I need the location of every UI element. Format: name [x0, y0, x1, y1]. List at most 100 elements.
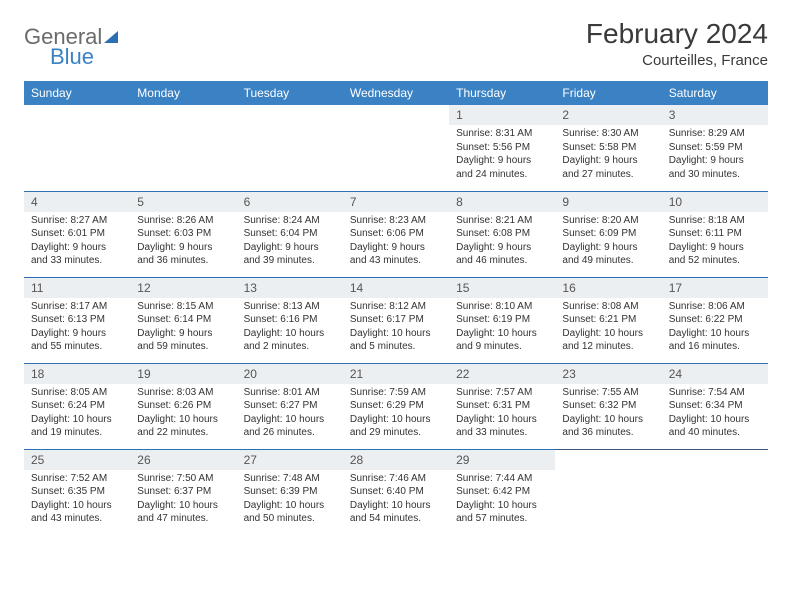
calendar-cell-inner: 26Sunrise: 7:50 AMSunset: 6:37 PMDayligh…	[130, 450, 236, 536]
day-number: 12	[130, 278, 236, 298]
day-details: Sunrise: 8:17 AMSunset: 6:13 PMDaylight:…	[24, 298, 130, 358]
daylight-text: Daylight: 10 hours and 43 minutes.	[31, 499, 123, 526]
day-number: 18	[24, 364, 130, 384]
day-number: 13	[237, 278, 343, 298]
day-details: Sunrise: 7:44 AMSunset: 6:42 PMDaylight:…	[449, 470, 555, 530]
day-number: 28	[343, 450, 449, 470]
calendar-cell-inner: 13Sunrise: 8:13 AMSunset: 6:16 PMDayligh…	[237, 278, 343, 363]
day-number: 29	[449, 450, 555, 470]
sunset-text: Sunset: 6:04 PM	[244, 227, 336, 241]
daylight-text: Daylight: 9 hours and 49 minutes.	[562, 241, 654, 268]
sunrise-text: Sunrise: 7:48 AM	[244, 472, 336, 486]
daylight-text: Daylight: 10 hours and 22 minutes.	[137, 413, 229, 440]
sunrise-text: Sunrise: 7:59 AM	[350, 386, 442, 400]
calendar-cell-inner: 5Sunrise: 8:26 AMSunset: 6:03 PMDaylight…	[130, 192, 236, 277]
calendar-cell: 6Sunrise: 8:24 AMSunset: 6:04 PMDaylight…	[237, 191, 343, 277]
day-details: Sunrise: 8:05 AMSunset: 6:24 PMDaylight:…	[24, 384, 130, 444]
calendar-cell: 2Sunrise: 8:30 AMSunset: 5:58 PMDaylight…	[555, 105, 661, 191]
calendar-week-row: 25Sunrise: 7:52 AMSunset: 6:35 PMDayligh…	[24, 449, 768, 535]
calendar-cell: 25Sunrise: 7:52 AMSunset: 6:35 PMDayligh…	[24, 449, 130, 535]
daylight-text: Daylight: 9 hours and 39 minutes.	[244, 241, 336, 268]
calendar-cell	[237, 105, 343, 191]
calendar-cell-inner: 18Sunrise: 8:05 AMSunset: 6:24 PMDayligh…	[24, 364, 130, 449]
calendar-cell: 28Sunrise: 7:46 AMSunset: 6:40 PMDayligh…	[343, 449, 449, 535]
day-details: Sunrise: 7:46 AMSunset: 6:40 PMDaylight:…	[343, 470, 449, 530]
calendar-cell	[555, 449, 661, 535]
calendar-page: General February 2024 Courteilles, Franc…	[0, 0, 792, 559]
sunrise-text: Sunrise: 8:01 AM	[244, 386, 336, 400]
calendar-cell: 1Sunrise: 8:31 AMSunset: 5:56 PMDaylight…	[449, 105, 555, 191]
calendar-cell-inner: 1Sunrise: 8:31 AMSunset: 5:56 PMDaylight…	[449, 105, 555, 191]
day-number: 25	[24, 450, 130, 470]
calendar-cell: 9Sunrise: 8:20 AMSunset: 6:09 PMDaylight…	[555, 191, 661, 277]
day-details: Sunrise: 7:50 AMSunset: 6:37 PMDaylight:…	[130, 470, 236, 530]
day-number: 26	[130, 450, 236, 470]
sunset-text: Sunset: 6:09 PM	[562, 227, 654, 241]
daylight-text: Daylight: 10 hours and 33 minutes.	[456, 413, 548, 440]
sunset-text: Sunset: 6:31 PM	[456, 399, 548, 413]
sunset-text: Sunset: 6:01 PM	[31, 227, 123, 241]
day-number: 4	[24, 192, 130, 212]
sunrise-text: Sunrise: 8:31 AM	[456, 127, 548, 141]
calendar-cell: 10Sunrise: 8:18 AMSunset: 6:11 PMDayligh…	[662, 191, 768, 277]
day-number: 11	[24, 278, 130, 298]
sunset-text: Sunset: 5:56 PM	[456, 141, 548, 155]
calendar-cell	[662, 449, 768, 535]
day-details: Sunrise: 8:15 AMSunset: 6:14 PMDaylight:…	[130, 298, 236, 358]
day-details: Sunrise: 7:52 AMSunset: 6:35 PMDaylight:…	[24, 470, 130, 530]
sunrise-text: Sunrise: 8:05 AM	[31, 386, 123, 400]
calendar-cell: 21Sunrise: 7:59 AMSunset: 6:29 PMDayligh…	[343, 363, 449, 449]
day-details: Sunrise: 8:18 AMSunset: 6:11 PMDaylight:…	[662, 212, 768, 272]
sunrise-text: Sunrise: 8:29 AM	[669, 127, 761, 141]
page-header: General February 2024 Courteilles, Franc…	[24, 18, 768, 69]
sunrise-text: Sunrise: 8:12 AM	[350, 300, 442, 314]
calendar-table: SundayMondayTuesdayWednesdayThursdayFrid…	[24, 81, 768, 535]
day-number: 2	[555, 105, 661, 125]
calendar-cell-inner: 2Sunrise: 8:30 AMSunset: 5:58 PMDaylight…	[555, 105, 661, 191]
sunset-text: Sunset: 6:14 PM	[137, 313, 229, 327]
day-number: 17	[662, 278, 768, 298]
day-number: 16	[555, 278, 661, 298]
daylight-text: Daylight: 9 hours and 30 minutes.	[669, 154, 761, 181]
sunset-text: Sunset: 6:16 PM	[244, 313, 336, 327]
calendar-cell-inner: 11Sunrise: 8:17 AMSunset: 6:13 PMDayligh…	[24, 278, 130, 363]
sunset-text: Sunset: 6:32 PM	[562, 399, 654, 413]
day-number: 3	[662, 105, 768, 125]
calendar-cell: 22Sunrise: 7:57 AMSunset: 6:31 PMDayligh…	[449, 363, 555, 449]
sunset-text: Sunset: 6:42 PM	[456, 485, 548, 499]
weekday-header: Wednesday	[343, 81, 449, 105]
calendar-cell-inner: 23Sunrise: 7:55 AMSunset: 6:32 PMDayligh…	[555, 364, 661, 449]
daylight-text: Daylight: 9 hours and 52 minutes.	[669, 241, 761, 268]
calendar-cell-inner: 25Sunrise: 7:52 AMSunset: 6:35 PMDayligh…	[24, 450, 130, 536]
sunrise-text: Sunrise: 8:17 AM	[31, 300, 123, 314]
calendar-cell-inner: 17Sunrise: 8:06 AMSunset: 6:22 PMDayligh…	[662, 278, 768, 363]
day-details: Sunrise: 8:26 AMSunset: 6:03 PMDaylight:…	[130, 212, 236, 272]
daylight-text: Daylight: 10 hours and 12 minutes.	[562, 327, 654, 354]
daylight-text: Daylight: 10 hours and 16 minutes.	[669, 327, 761, 354]
day-details: Sunrise: 8:24 AMSunset: 6:04 PMDaylight:…	[237, 212, 343, 272]
day-details: Sunrise: 8:08 AMSunset: 6:21 PMDaylight:…	[555, 298, 661, 358]
weekday-header: Thursday	[449, 81, 555, 105]
calendar-cell: 12Sunrise: 8:15 AMSunset: 6:14 PMDayligh…	[130, 277, 236, 363]
sunset-text: Sunset: 6:17 PM	[350, 313, 442, 327]
sunrise-text: Sunrise: 7:44 AM	[456, 472, 548, 486]
weekday-header: Tuesday	[237, 81, 343, 105]
day-number: 5	[130, 192, 236, 212]
calendar-cell-inner: 12Sunrise: 8:15 AMSunset: 6:14 PMDayligh…	[130, 278, 236, 363]
day-details: Sunrise: 8:10 AMSunset: 6:19 PMDaylight:…	[449, 298, 555, 358]
sunset-text: Sunset: 6:34 PM	[669, 399, 761, 413]
sunrise-text: Sunrise: 7:52 AM	[31, 472, 123, 486]
day-number: 14	[343, 278, 449, 298]
calendar-cell-inner: 27Sunrise: 7:48 AMSunset: 6:39 PMDayligh…	[237, 450, 343, 536]
day-number: 19	[130, 364, 236, 384]
sunrise-text: Sunrise: 7:50 AM	[137, 472, 229, 486]
weekday-header: Sunday	[24, 81, 130, 105]
calendar-cell-inner: 24Sunrise: 7:54 AMSunset: 6:34 PMDayligh…	[662, 364, 768, 449]
calendar-cell: 14Sunrise: 8:12 AMSunset: 6:17 PMDayligh…	[343, 277, 449, 363]
sunrise-text: Sunrise: 7:54 AM	[669, 386, 761, 400]
day-details: Sunrise: 8:21 AMSunset: 6:08 PMDaylight:…	[449, 212, 555, 272]
day-details: Sunrise: 8:30 AMSunset: 5:58 PMDaylight:…	[555, 125, 661, 185]
calendar-cell	[24, 105, 130, 191]
day-details: Sunrise: 7:54 AMSunset: 6:34 PMDaylight:…	[662, 384, 768, 444]
sunset-text: Sunset: 6:03 PM	[137, 227, 229, 241]
